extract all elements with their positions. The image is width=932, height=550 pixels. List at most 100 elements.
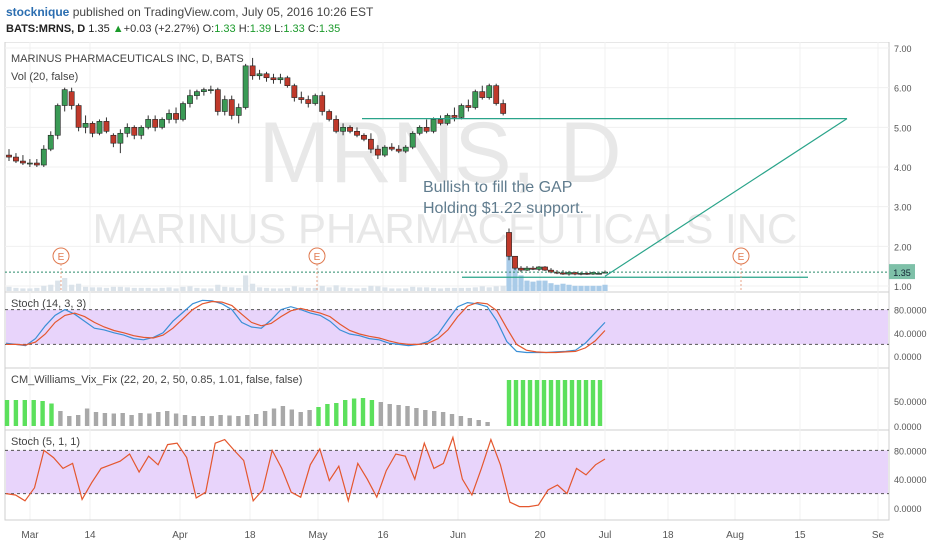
stock-chart[interactable]: MRNS, D MARINUS PHARMACEUTICALS INC MARI… xyxy=(0,42,932,550)
candle-body xyxy=(6,154,12,158)
x-axis-label: 18 xyxy=(244,530,256,541)
volume-bar xyxy=(187,286,193,291)
vix-bar xyxy=(93,412,99,426)
vix-bar xyxy=(316,407,321,426)
last-price-tag xyxy=(889,264,915,280)
volume-bar xyxy=(215,284,221,291)
candle-body xyxy=(256,73,263,77)
candle-body xyxy=(131,127,138,136)
volume-bar xyxy=(340,287,346,291)
volume-bar xyxy=(518,275,524,291)
candle-body xyxy=(402,146,409,152)
volume-bar xyxy=(236,287,242,291)
earnings-marker-mar xyxy=(52,247,70,265)
vix-bar xyxy=(396,405,401,426)
volume-bar xyxy=(500,285,506,291)
candle-body xyxy=(207,89,214,91)
candle-body xyxy=(194,91,200,96)
volume-bar xyxy=(396,288,402,291)
volume-bar xyxy=(284,287,290,291)
candle-body xyxy=(572,272,578,275)
candle-body xyxy=(13,156,19,162)
volume-bar xyxy=(566,284,572,291)
candle-body xyxy=(361,134,367,140)
volume-bar xyxy=(34,287,40,291)
volume-bar xyxy=(479,286,485,291)
volume-bar xyxy=(444,287,451,291)
earnings-marker-aug-label: E xyxy=(738,252,745,263)
open-value: 1.33 xyxy=(214,23,236,35)
vix-bar xyxy=(173,413,179,426)
vix-bar xyxy=(102,413,108,426)
volume-bar xyxy=(96,287,103,291)
volume-bar xyxy=(326,287,332,291)
vix-tick-label: 0.0000 xyxy=(894,422,922,432)
up-triangle-icon: ▲ xyxy=(112,23,124,35)
volume-bar xyxy=(403,288,409,291)
vix-bar xyxy=(31,400,36,426)
publish-info: published on TradingView.com, July 05, 2… xyxy=(72,5,374,19)
candle-body xyxy=(423,127,430,132)
vix-title: CM_Williams_Vix_Fix (22, 20, 2, 50, 0.85… xyxy=(11,374,302,386)
volume-bar xyxy=(166,287,172,291)
earnings-marker-aug xyxy=(732,247,750,265)
vix-bar xyxy=(182,415,188,426)
volume-bar xyxy=(208,288,214,291)
candle-body xyxy=(110,134,117,144)
volume-bar xyxy=(110,286,116,291)
volume-bar xyxy=(554,284,560,291)
vix-bar xyxy=(325,404,330,426)
author-link[interactable]: stocknique xyxy=(6,5,70,19)
candle-body xyxy=(40,148,47,166)
earnings-marker-mar-label: E xyxy=(58,252,65,263)
candle-body xyxy=(75,105,82,128)
volume-bar xyxy=(20,288,26,291)
candle-body xyxy=(96,121,103,134)
vix-bar xyxy=(271,408,277,426)
vix-bar xyxy=(387,404,392,426)
stoch-14-series-0 xyxy=(5,299,606,354)
candle-body xyxy=(340,127,346,132)
candle-body xyxy=(187,95,193,104)
price-tick-label: 1.00 xyxy=(894,282,912,292)
candle-body xyxy=(512,255,518,269)
vix-bar xyxy=(541,380,547,426)
volume-bar xyxy=(173,288,179,291)
stoch-5-band xyxy=(6,450,888,494)
candle-body xyxy=(89,123,96,134)
volume-bar xyxy=(486,287,492,291)
candle-body xyxy=(524,267,530,271)
candle-body xyxy=(388,146,395,150)
vix-bar xyxy=(4,400,10,426)
candle-body xyxy=(152,119,159,128)
vix-bar xyxy=(22,400,27,426)
publish-line: stocknique published on TradingView.com,… xyxy=(6,5,373,19)
volume-bar xyxy=(103,287,110,291)
candle-body xyxy=(530,267,536,270)
volume-bar xyxy=(410,286,416,291)
ohlc-line: BATS:MRNS, D 1.35 ▲+0.03 (+2.27%) O:1.33… xyxy=(6,23,340,35)
volume-bar xyxy=(560,283,566,291)
vix-bar xyxy=(414,408,419,426)
candle-body xyxy=(145,119,152,128)
price-pane-title: MARINUS PHARMACEUTICALS INC, D, BATS xyxy=(11,53,244,65)
vix-bar xyxy=(129,415,134,426)
volume-bar xyxy=(124,287,130,291)
last-price: 1.35 xyxy=(88,23,110,35)
candle-body xyxy=(200,89,207,92)
vix-bar xyxy=(440,412,446,426)
volume-bar xyxy=(572,285,578,291)
volume-bar xyxy=(145,287,151,291)
vix-bar xyxy=(120,413,125,426)
vix-bar xyxy=(218,415,223,426)
vix-bar xyxy=(111,413,116,426)
volume-bar xyxy=(430,287,437,291)
earnings-marker-may xyxy=(308,247,326,265)
high-label: H: xyxy=(238,23,250,35)
volume-bar xyxy=(131,287,137,291)
candle-body xyxy=(536,266,542,270)
volume-bar xyxy=(159,287,165,291)
volume-label: Vol (20, false) xyxy=(11,71,78,83)
vix-bar xyxy=(262,411,268,426)
vix-bar xyxy=(506,380,512,426)
